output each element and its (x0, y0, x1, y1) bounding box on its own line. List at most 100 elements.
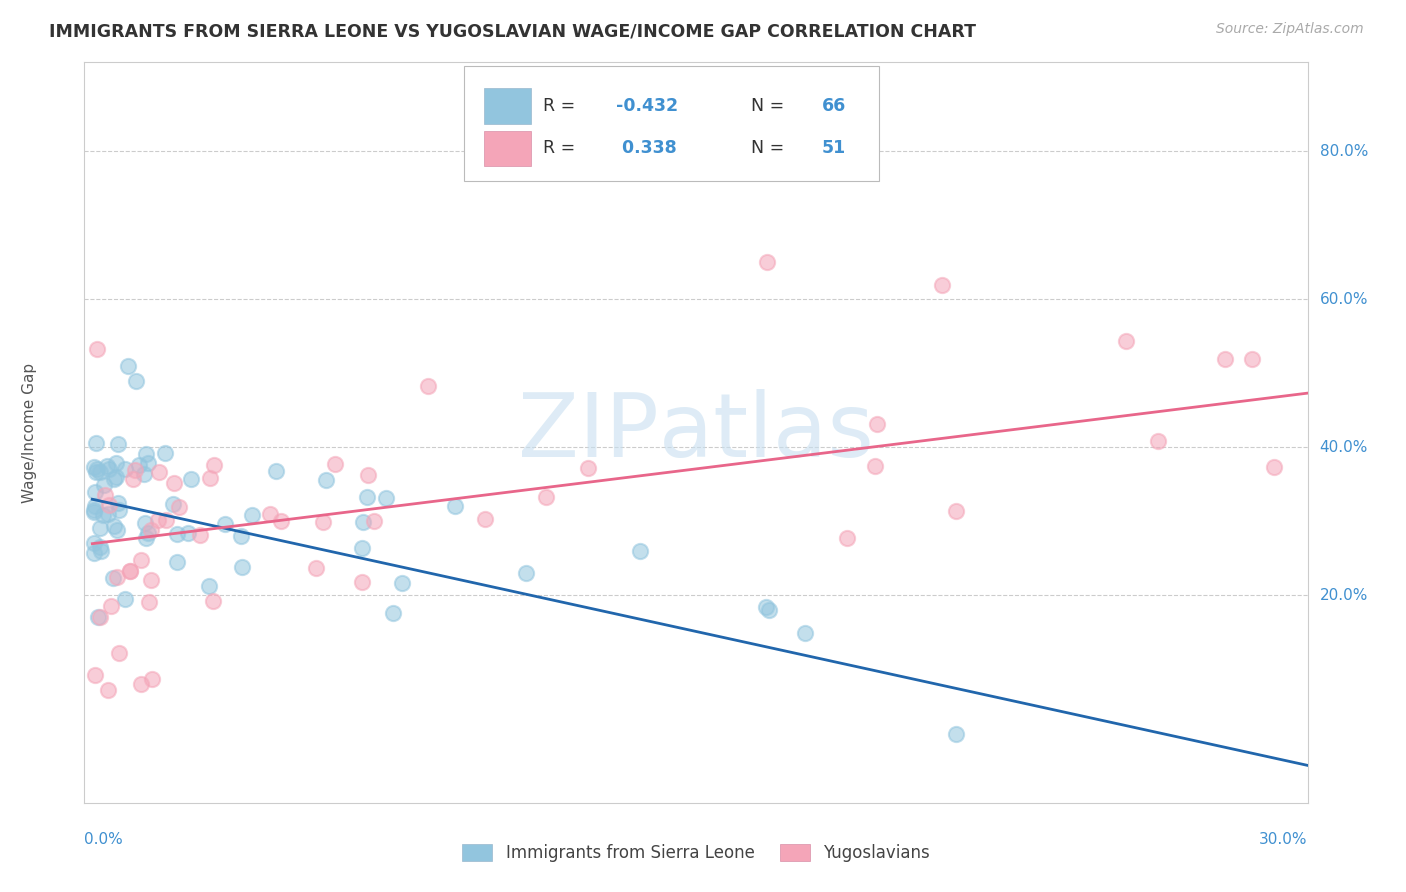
Point (356, 490, 378, 504)
Point (1213, 351, 1236, 366)
Point (945, 504, 967, 518)
Point (135, 531, 157, 545)
Point (114, 592, 136, 607)
Point (107, 437, 129, 451)
Point (198, 471, 221, 485)
Bar (484, 88, 531, 124)
Point (576, 460, 599, 475)
Point (231, 560, 253, 574)
Point (132, 467, 155, 482)
Point (311, 515, 333, 529)
Point (129, 553, 152, 567)
Point (83, 505, 105, 519)
Point (755, 600, 778, 615)
Point (363, 515, 385, 529)
Point (865, 417, 887, 431)
Text: -0.432: -0.432 (616, 97, 679, 115)
Point (162, 497, 184, 511)
Text: Wage/Income Gap: Wage/Income Gap (22, 362, 37, 503)
Point (515, 566, 537, 580)
Point (259, 508, 281, 522)
Point (305, 561, 328, 575)
Point (146, 513, 169, 527)
Point (100, 599, 122, 613)
Point (163, 476, 186, 491)
Point (628, 543, 651, 558)
Point (89, 521, 111, 535)
Point (117, 359, 139, 373)
Point (124, 463, 146, 477)
Point (86, 343, 108, 357)
Point (141, 672, 163, 686)
Text: 0.0%: 0.0% (84, 832, 124, 847)
Text: N =: N = (751, 139, 790, 157)
Text: 51: 51 (823, 139, 846, 157)
Point (134, 516, 156, 531)
Point (89, 540, 111, 554)
Text: ZIP​atlas: ZIP​atlas (517, 389, 875, 476)
Point (315, 473, 337, 487)
Point (128, 458, 150, 472)
Point (416, 379, 439, 393)
Point (136, 456, 159, 470)
Point (166, 527, 188, 541)
Point (93, 508, 115, 523)
Point (214, 517, 236, 532)
Point (98, 461, 121, 475)
Point (148, 465, 170, 479)
Point (231, 529, 253, 543)
Point (90, 544, 112, 558)
Point (84, 499, 107, 513)
Point (83, 546, 105, 560)
Point (352, 515, 374, 529)
Point (93, 478, 115, 492)
Point (139, 524, 162, 538)
Text: 40.0%: 40.0% (1320, 440, 1368, 455)
Point (155, 513, 177, 527)
Point (138, 526, 160, 541)
Point (118, 564, 141, 578)
Point (1147, 434, 1170, 448)
Point (266, 464, 288, 478)
Text: 60.0%: 60.0% (1320, 292, 1368, 307)
Point (863, 458, 886, 473)
Point (103, 472, 125, 486)
Point (188, 528, 211, 542)
Point (793, 626, 815, 640)
Text: 80.0%: 80.0% (1320, 144, 1368, 159)
Point (105, 470, 128, 484)
Point (350, 575, 373, 590)
Point (83, 484, 105, 499)
Point (1240, 351, 1263, 366)
Point (756, 255, 779, 269)
Point (474, 512, 496, 526)
Point (105, 570, 128, 584)
Point (83, 502, 105, 516)
Text: 30.0%: 30.0% (1260, 832, 1308, 847)
Point (89, 465, 111, 479)
Point (94, 488, 117, 502)
Point (83, 536, 105, 550)
Point (86, 462, 108, 476)
Point (135, 447, 157, 461)
Point (118, 564, 141, 578)
Point (84, 436, 107, 450)
Text: R =: R = (543, 139, 581, 157)
Point (84, 668, 107, 682)
Point (391, 576, 413, 591)
Point (83, 460, 105, 475)
Point (97, 682, 120, 697)
Point (105, 523, 128, 537)
FancyBboxPatch shape (464, 66, 880, 181)
Text: 0.338: 0.338 (616, 139, 678, 157)
Text: R =: R = (543, 97, 581, 115)
Point (105, 456, 128, 470)
Point (357, 467, 380, 482)
Point (381, 607, 404, 621)
Point (96, 459, 118, 474)
Point (108, 503, 131, 517)
Point (180, 472, 202, 486)
Text: Source: ZipAtlas.com: Source: ZipAtlas.com (1216, 22, 1364, 37)
Point (323, 457, 346, 471)
Point (240, 508, 263, 522)
